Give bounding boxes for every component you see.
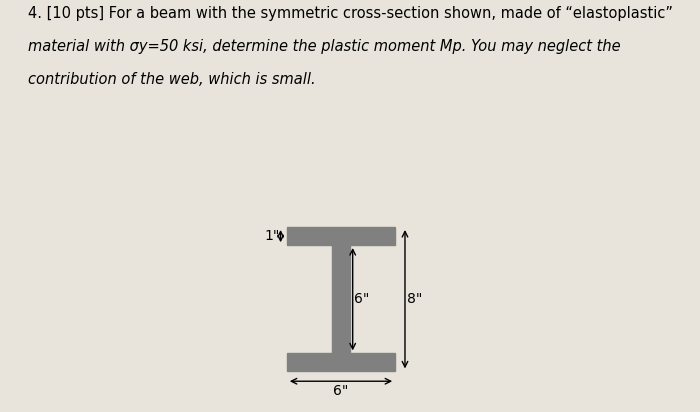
Text: 6": 6" [354, 292, 370, 306]
Text: 8": 8" [407, 292, 423, 306]
Text: 6": 6" [333, 384, 349, 398]
Text: contribution of the web, which is small.: contribution of the web, which is small. [28, 72, 316, 87]
Text: 1": 1" [265, 229, 280, 243]
Bar [287, 353, 395, 371]
Text: 4. [10 pts] For a beam with the symmetric cross-section shown, made of “elastopl: 4. [10 pts] For a beam with the symmetri… [28, 6, 673, 21]
Bar [287, 227, 395, 245]
Text: material with σy=50 ksi, determine the plastic moment Mp. You may neglect the: material with σy=50 ksi, determine the p… [28, 39, 621, 54]
Bar [332, 245, 350, 353]
